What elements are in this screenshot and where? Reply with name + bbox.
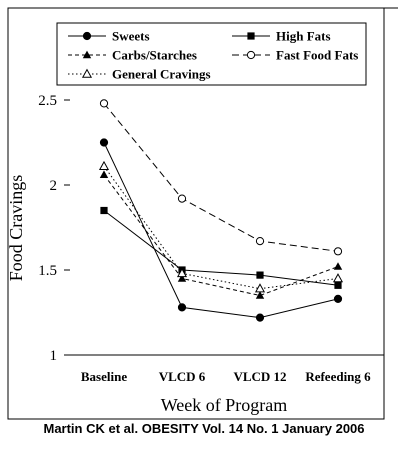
data-point-sweets <box>177 303 187 312</box>
y-tick-label: 2.5 <box>38 93 57 109</box>
data-point-sweets <box>333 294 343 303</box>
data-point-carbs-starches <box>99 170 109 178</box>
legend-label-sweets: Sweets <box>112 29 150 44</box>
legend-label-general-cravings: General Cravings <box>112 67 211 82</box>
data-point-general-cravings <box>332 273 344 283</box>
legend-label-fast-food-fats: Fast Food Fats <box>276 48 358 63</box>
series-line-high-fats <box>103 210 339 286</box>
data-point-fast-food-fats <box>255 237 265 246</box>
data-point-carbs-starches <box>333 262 343 270</box>
x-axis-label: Week of Program <box>161 395 288 415</box>
data-point-high-fats <box>100 206 108 215</box>
data-point-sweets <box>255 313 265 322</box>
data-point-high-fats <box>256 271 264 279</box>
y-tick-label: 2 <box>50 178 58 194</box>
series-line-general-cravings <box>103 166 339 290</box>
legend-marker-general-cravings <box>81 68 93 78</box>
x-tick-label: Refeeding 6 <box>305 369 371 384</box>
data-point-carbs-starches <box>177 274 187 282</box>
data-point-fast-food-fats <box>99 99 109 108</box>
data-point-general-cravings <box>254 283 266 293</box>
legend-label-high-fats: High Fats <box>276 29 331 44</box>
series-line-fast-food-fats <box>103 103 339 252</box>
y-tick-label: 1 <box>50 348 58 364</box>
data-point-carbs-starches <box>255 291 265 299</box>
data-point-general-cravings <box>176 267 188 278</box>
series-line-sweets <box>103 142 339 319</box>
data-point-fast-food-fats <box>177 194 187 203</box>
data-point-high-fats <box>334 281 342 289</box>
data-point-general-cravings <box>98 160 110 170</box>
line-chart: 1 1.5 2 2.5 Baseline VLCD 6 VLCD 12 Refeeding … <box>6 7 398 420</box>
data-point-sweets <box>99 138 109 147</box>
legend-marker-fast-food-fats <box>246 50 256 60</box>
legend-marker-high-fats <box>247 32 255 40</box>
y-tick-label: 1.5 <box>38 263 57 279</box>
x-tick-label: VLCD 12 <box>233 369 286 384</box>
legend-marker-carbs-starches <box>82 50 92 59</box>
data-point-fast-food-fats <box>333 247 343 256</box>
legend-label-carbs-starches: Carbs/Starches <box>112 48 197 63</box>
legend-marker-sweets <box>82 31 92 41</box>
y-axis-label: Food Cravings <box>6 175 26 282</box>
legend-box <box>56 22 367 86</box>
series-line-carbs-starches <box>103 174 339 297</box>
citation-caption: Martin CK et al. OBESITY Vol. 14 No. 1 J… <box>43 421 365 436</box>
x-tick-label: Baseline <box>81 369 127 384</box>
plot-frame <box>7 7 385 420</box>
x-tick-label: VLCD 6 <box>159 369 206 384</box>
